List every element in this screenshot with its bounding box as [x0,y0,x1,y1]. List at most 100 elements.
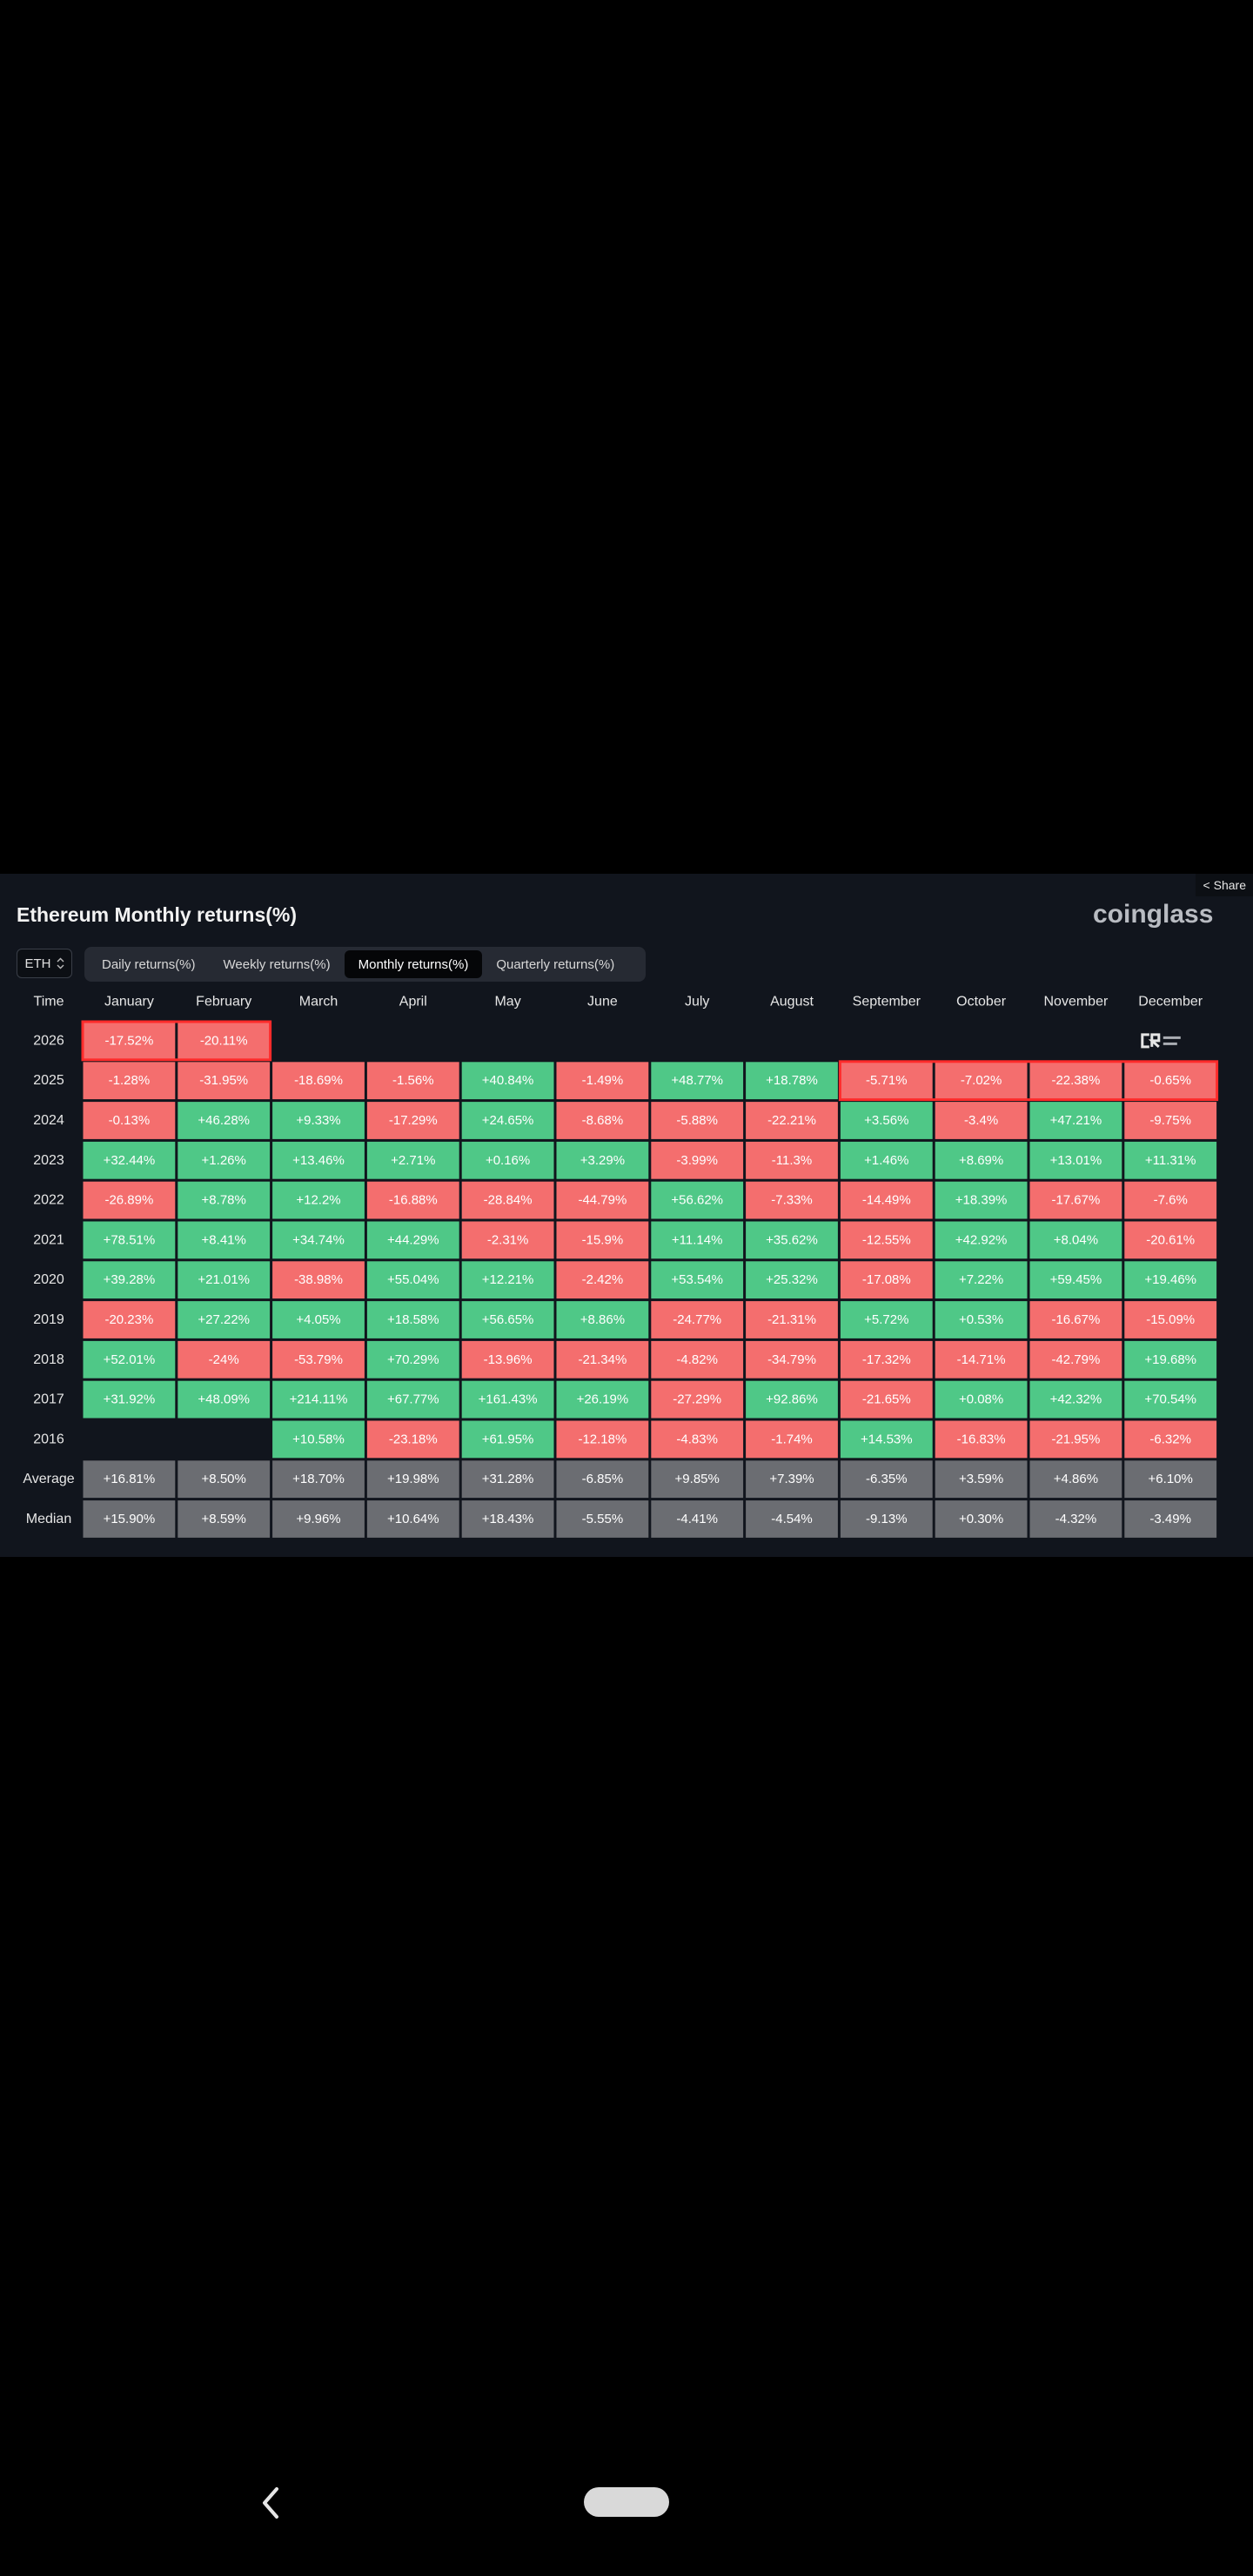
cell-value: -17.32% [862,1352,911,1367]
heatmap-cell [83,1181,176,1219]
cell-value: +4.86% [1054,1472,1098,1486]
cell-value: +11.14% [672,1232,723,1247]
heatmap-cell [1029,1340,1122,1379]
row-label-2016: 2016 [33,1432,64,1446]
cell-value: +70.54% [1144,1392,1196,1407]
cell-value: -3.4% [964,1113,998,1128]
cell-value: +12.21% [482,1272,534,1287]
column-header-december: December [1138,995,1203,1010]
home-pill[interactable] [584,2487,669,2517]
heatmap-cell [272,1261,365,1299]
cell-value: -17.67% [1051,1193,1100,1208]
heatmap-cell [178,1380,271,1419]
heatmap-cell [840,1141,933,1179]
cell-value: +8.50% [202,1472,246,1486]
heatmap-cell [746,1500,838,1538]
cell-value: -4.83% [676,1432,718,1446]
heatmap-cell [178,1022,271,1060]
cell-value: -23.18% [389,1432,438,1446]
page-title: Ethereum Monthly returns(%) [17,903,298,926]
highlight-box [81,1020,272,1062]
heatmap-cell [840,1380,933,1419]
heatmap-cell [178,1181,271,1219]
cell-value: -44.79% [578,1193,626,1208]
heatmap-cell [651,1221,744,1259]
heatmap-cell [83,1340,176,1379]
row-label-2021: 2021 [33,1232,64,1247]
cell-value: -21.95% [1051,1432,1100,1446]
tab-weekly-returns[interactable]: Weekly returns(%) [223,956,331,972]
cell-value: +8.41% [202,1232,246,1247]
cell-value: +9.96% [296,1512,340,1526]
cell-value: +52.01% [104,1352,156,1367]
heatmap-cell [1029,1181,1122,1219]
heatmap-cell [366,1221,459,1259]
heatmap-cell [651,1181,744,1219]
heatmap-cell [1124,1301,1217,1338]
cell-value: +8.69% [959,1153,1003,1168]
heatmap-cell [746,1420,838,1459]
heatmap-cell [83,1261,176,1299]
heatmap-cell [935,1340,1028,1379]
cell-value: +25.32% [766,1272,818,1287]
heatmap-cell [1029,1301,1122,1338]
heatmap-cell [840,1062,933,1100]
heatmap-cell [840,1102,933,1139]
cell-value: -17.52% [104,1033,153,1048]
heatmap-cell [651,1062,744,1100]
back-icon[interactable] [256,2485,287,2520]
cell-value: -11.3% [772,1153,812,1168]
cell-value: +13.46% [292,1153,345,1168]
cell-value: -4.41% [676,1512,718,1526]
heatmap-cell [556,1340,649,1379]
heatmap-cell [1124,1221,1217,1259]
column-header-july: July [685,995,709,1010]
tab-daily-returns[interactable]: Daily returns(%) [102,956,196,972]
heatmap-cell [840,1340,933,1379]
cell-value: +9.85% [675,1472,720,1486]
share-button[interactable]: < Share [1196,874,1253,896]
cell-value: +78.51% [104,1232,156,1247]
cell-value: +70.29% [387,1352,439,1367]
cell-value: -5.71% [866,1073,908,1088]
cell-value: -14.71% [957,1352,1006,1367]
cell-value: +13.01% [1050,1153,1102,1168]
cell-value: +3.29% [580,1153,625,1168]
asset-select[interactable]: ETH [17,949,72,978]
heatmap-cell [1124,1500,1217,1538]
heatmap-cell [746,1261,838,1299]
cell-value: -3.49% [1149,1512,1191,1526]
heatmap-cell [556,1420,649,1459]
heatmap-cell [840,1221,933,1259]
returns-tabs: Daily returns(%) Weekly returns(%) Month… [84,947,646,982]
cell-value: +1.26% [202,1153,246,1168]
tab-quarterly-returns[interactable]: Quarterly returns(%) [496,956,615,972]
cell-value: -1.56% [392,1073,434,1088]
heatmap-cell [272,1102,365,1139]
heatmap-cell [1029,1102,1122,1139]
column-header-september: September [853,995,921,1010]
heatmap-cell [178,1500,271,1538]
cell-value: +44.29% [387,1232,439,1247]
heatmap-cell [178,1141,271,1179]
heatmap-cell [746,1141,838,1179]
heatmap-cell [461,1102,554,1139]
heatmap-cell [461,1141,554,1179]
heatmap-cell [366,1062,459,1100]
heatmap-cell [272,1301,365,1338]
tab-monthly-returns[interactable]: Monthly returns(%) [344,950,483,978]
cell-value: -7.33% [771,1193,813,1208]
cell-value: +12.2% [296,1193,340,1208]
cell-value: +0.08% [959,1392,1003,1407]
cell-value: +18.39% [955,1193,1008,1208]
heatmap-cell [556,1102,649,1139]
cell-value: +3.56% [864,1113,908,1128]
cell-value: -4.54% [771,1512,813,1526]
highlight-box [838,1060,1219,1102]
heatmap-cell [746,1301,838,1338]
cell-value: +214.11% [290,1392,348,1407]
heatmap-cell [1124,1380,1217,1419]
heatmap-cell [366,1420,459,1459]
cell-value: +19.68% [1144,1352,1196,1367]
heatmap-cell [651,1500,744,1538]
